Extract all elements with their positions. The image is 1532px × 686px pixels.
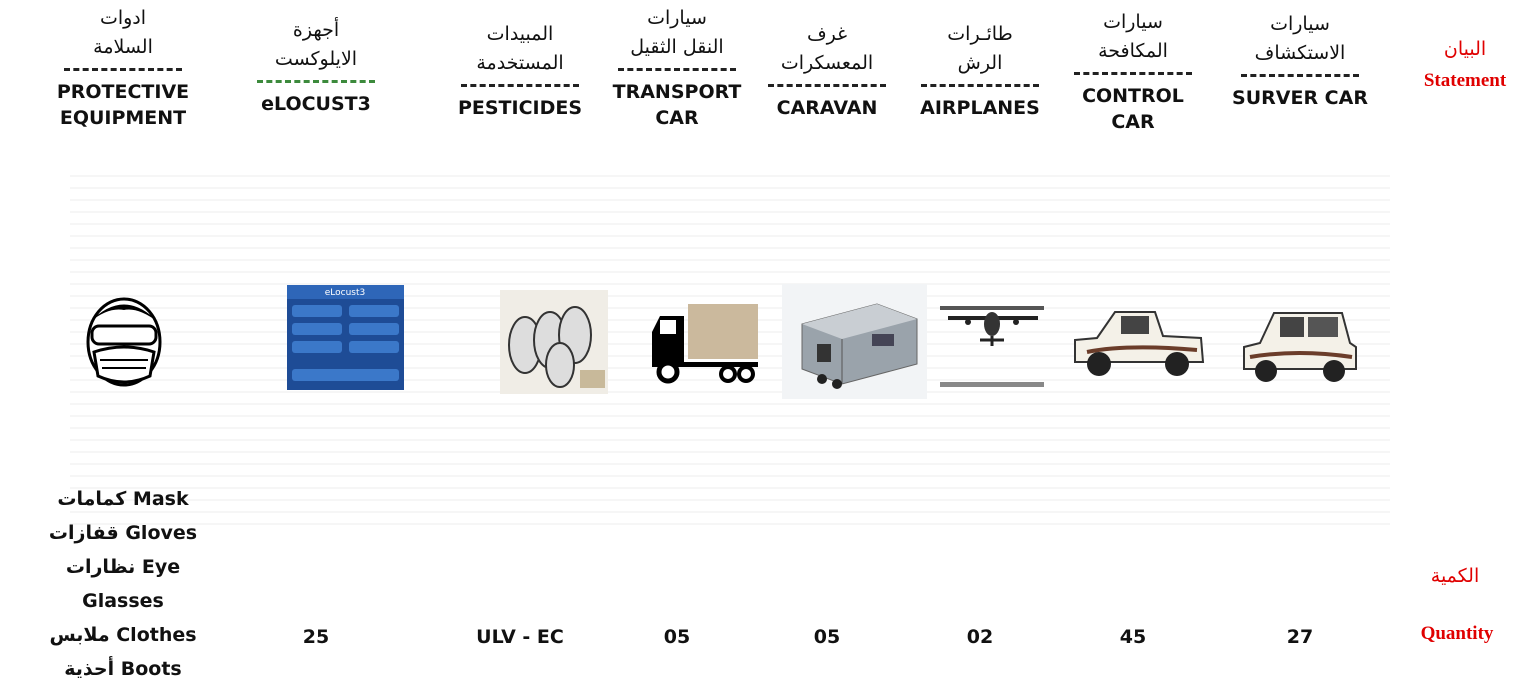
statement-en: Statement — [1400, 70, 1530, 92]
svg-text:eLocust3: eLocust3 — [325, 288, 366, 298]
page: البيان Statement الكمية Quantity eLocust… — [0, 0, 1532, 681]
divider — [1074, 72, 1192, 75]
quantity-cell: 25 — [216, 620, 416, 654]
divider — [768, 84, 886, 87]
arabic-name: المكافحة — [1038, 37, 1228, 66]
arabic-name: أجهزة — [221, 16, 411, 45]
quantity-text: ملابس Clothes — [23, 618, 223, 652]
divider — [1241, 74, 1359, 77]
quantity-en: Quantity — [1392, 623, 1522, 645]
divider — [461, 84, 579, 87]
truck-icon — [650, 302, 760, 384]
arabic-name: السلامة — [28, 33, 218, 62]
english-name: CONTROL — [1038, 83, 1228, 109]
quantity-text: قفازات Gloves — [23, 516, 223, 550]
mask-icon — [78, 292, 170, 388]
english-name: PROTECTIVE — [28, 79, 218, 105]
quantity-ar: الكمية — [1390, 565, 1520, 587]
english-name: EQUIPMENT — [28, 105, 218, 131]
caravan-icon — [782, 284, 927, 399]
control-car-icon — [1067, 300, 1207, 386]
arabic-name: الايلوكست — [221, 45, 411, 74]
quantity-cell: 27 — [1200, 620, 1400, 654]
english-name: eLOCUST3 — [221, 91, 411, 117]
elocust-icon: eLocust3 — [287, 285, 404, 390]
divider — [618, 68, 736, 71]
quantity-text: 25 — [216, 620, 416, 654]
statement-ar: البيان — [1400, 38, 1530, 60]
quantity-text: نظارات Eye — [23, 550, 223, 584]
english-name: CAR — [1038, 109, 1228, 135]
arabic-name: الاستكشاف — [1205, 39, 1395, 68]
english-name: SURVER CAR — [1205, 85, 1395, 111]
quantity-text: Glasses — [23, 584, 223, 618]
quantity-text: كمامات Mask — [23, 482, 223, 516]
surver-car-icon — [1238, 303, 1360, 389]
divider — [257, 80, 375, 83]
arabic-name: ادوات — [28, 4, 218, 33]
divider — [921, 84, 1039, 87]
airplane-icon — [938, 300, 1046, 390]
barrels-icon — [500, 290, 608, 394]
arabic-name: سيارات — [1038, 8, 1228, 37]
arabic-name: سيارات — [1205, 10, 1395, 39]
divider — [64, 68, 182, 71]
quantity-text: 27 — [1200, 620, 1400, 654]
